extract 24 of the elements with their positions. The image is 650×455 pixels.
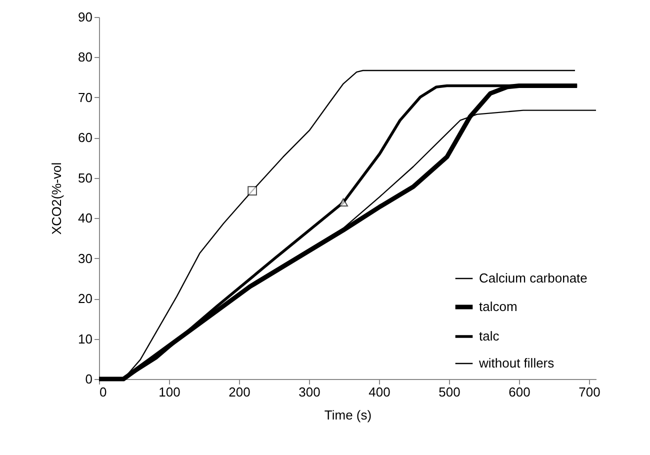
y-tick-label: 40 <box>78 210 92 226</box>
x-tick-label: 200 <box>228 384 250 400</box>
x-tick-label: 700 <box>578 384 600 400</box>
y-tick-label: 50 <box>78 170 92 186</box>
legend-label: Calcium carbonate <box>479 270 588 286</box>
legend-label: talcom <box>479 299 518 314</box>
y-tick-label: 60 <box>78 130 92 146</box>
x-tick-label: 400 <box>368 384 390 400</box>
y-tick-label: 90 <box>78 10 92 24</box>
y-tick-label: 30 <box>78 250 92 266</box>
legend-label: talc <box>479 328 500 344</box>
y-tick-label: 20 <box>78 291 92 306</box>
x-tick-label: 300 <box>298 384 320 400</box>
x-tick-label: 500 <box>438 384 460 400</box>
y-tick-label: 70 <box>78 90 92 105</box>
x-tick-label: 100 <box>158 384 180 400</box>
y-tick-label: 80 <box>78 50 92 65</box>
x-axis-title: Time (s) <box>324 408 372 422</box>
x-tick-label: 0 <box>100 384 107 400</box>
y-tick-label: 10 <box>78 331 92 346</box>
y-axis-title: XCO2(%-vol <box>49 162 64 235</box>
x-tick-label: 600 <box>508 384 530 400</box>
legend-label: without fillers <box>478 356 555 370</box>
y-tick-label: 0 <box>85 372 92 386</box>
